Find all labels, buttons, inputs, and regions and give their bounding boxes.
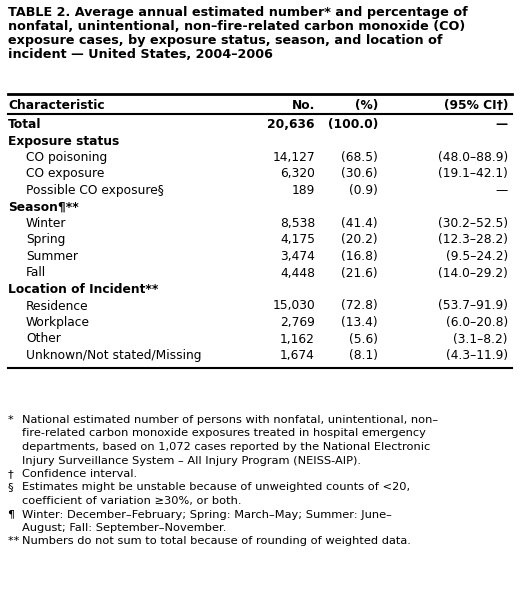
Text: (4.3–11.9): (4.3–11.9) bbox=[446, 349, 508, 362]
Text: Season¶**: Season¶** bbox=[8, 201, 79, 213]
Text: —: — bbox=[496, 184, 508, 197]
Text: (100.0): (100.0) bbox=[328, 118, 378, 131]
Text: ¶: ¶ bbox=[8, 510, 19, 519]
Text: (30.2–52.5): (30.2–52.5) bbox=[438, 217, 508, 230]
Text: (5.6): (5.6) bbox=[349, 333, 378, 345]
Text: Numbers do not sum to total because of rounding of weighted data.: Numbers do not sum to total because of r… bbox=[22, 536, 411, 547]
Text: (3.1–8.2): (3.1–8.2) bbox=[453, 333, 508, 345]
Text: 8,538: 8,538 bbox=[280, 217, 315, 230]
Text: **: ** bbox=[8, 536, 23, 547]
Text: National estimated number of persons with nonfatal, unintentional, non–: National estimated number of persons wit… bbox=[22, 415, 438, 425]
Text: Injury Surveillance System – All Injury Program (NEISS-AIP).: Injury Surveillance System – All Injury … bbox=[22, 455, 361, 466]
Text: incident — United States, 2004–2006: incident — United States, 2004–2006 bbox=[8, 48, 273, 61]
Text: Winter: Winter bbox=[26, 217, 67, 230]
Text: 20,636: 20,636 bbox=[267, 118, 315, 131]
Text: †: † bbox=[8, 469, 17, 479]
Text: 2,769: 2,769 bbox=[280, 316, 315, 329]
Text: (8.1): (8.1) bbox=[349, 349, 378, 362]
Text: Possible CO exposure§: Possible CO exposure§ bbox=[26, 184, 164, 197]
Text: —: — bbox=[496, 118, 508, 131]
Text: (14.0–29.2): (14.0–29.2) bbox=[438, 266, 508, 280]
Text: Location of Incident**: Location of Incident** bbox=[8, 283, 159, 296]
Text: 4,175: 4,175 bbox=[280, 233, 315, 246]
Text: nonfatal, unintentional, non–fire-related carbon monoxide (CO): nonfatal, unintentional, non–fire-relate… bbox=[8, 20, 465, 33]
Text: (53.7–91.9): (53.7–91.9) bbox=[438, 300, 508, 313]
Text: 1,162: 1,162 bbox=[280, 333, 315, 345]
Text: 14,127: 14,127 bbox=[272, 151, 315, 164]
Text: 3,474: 3,474 bbox=[280, 250, 315, 263]
Text: (95% CI†): (95% CI†) bbox=[444, 99, 508, 112]
Text: (%): (%) bbox=[355, 99, 378, 112]
Text: Exposure status: Exposure status bbox=[8, 134, 119, 148]
Text: Workplace: Workplace bbox=[26, 316, 90, 329]
Text: fire-related carbon monoxide exposures treated in hospital emergency: fire-related carbon monoxide exposures t… bbox=[22, 429, 426, 438]
Text: Unknown/Not stated/Missing: Unknown/Not stated/Missing bbox=[26, 349, 202, 362]
Text: exposure cases, by exposure status, season, and location of: exposure cases, by exposure status, seas… bbox=[8, 34, 443, 47]
Text: (0.9): (0.9) bbox=[349, 184, 378, 197]
Text: 15,030: 15,030 bbox=[272, 300, 315, 313]
Text: coefficient of variation ≥30%, or both.: coefficient of variation ≥30%, or both. bbox=[22, 496, 241, 506]
Text: August; Fall: September–November.: August; Fall: September–November. bbox=[22, 523, 226, 533]
Text: Residence: Residence bbox=[26, 300, 88, 313]
Text: (72.8): (72.8) bbox=[341, 300, 378, 313]
Text: §: § bbox=[8, 483, 17, 492]
Text: (68.5): (68.5) bbox=[341, 151, 378, 164]
Text: (16.8): (16.8) bbox=[341, 250, 378, 263]
Text: TABLE 2. Average annual estimated number* and percentage of: TABLE 2. Average annual estimated number… bbox=[8, 6, 468, 19]
Text: Total: Total bbox=[8, 118, 42, 131]
Text: (6.0–20.8): (6.0–20.8) bbox=[446, 316, 508, 329]
Text: (30.6): (30.6) bbox=[341, 167, 378, 181]
Text: Summer: Summer bbox=[26, 250, 78, 263]
Text: 189: 189 bbox=[292, 184, 315, 197]
Text: Characteristic: Characteristic bbox=[8, 99, 105, 112]
Text: (41.4): (41.4) bbox=[341, 217, 378, 230]
Text: departments, based on 1,072 cases reported by the National Electronic: departments, based on 1,072 cases report… bbox=[22, 442, 430, 452]
Text: (9.5–24.2): (9.5–24.2) bbox=[446, 250, 508, 263]
Text: No.: No. bbox=[292, 99, 315, 112]
Text: Fall: Fall bbox=[26, 266, 46, 280]
Text: (21.6): (21.6) bbox=[341, 266, 378, 280]
Text: Confidence interval.: Confidence interval. bbox=[22, 469, 137, 479]
Text: Estimates might be unstable because of unweighted counts of <20,: Estimates might be unstable because of u… bbox=[22, 483, 410, 492]
Text: *: * bbox=[8, 415, 17, 425]
Text: (13.4): (13.4) bbox=[341, 316, 378, 329]
Text: (12.3–28.2): (12.3–28.2) bbox=[438, 233, 508, 246]
Text: 1,674: 1,674 bbox=[280, 349, 315, 362]
Text: CO exposure: CO exposure bbox=[26, 167, 105, 181]
Text: CO poisoning: CO poisoning bbox=[26, 151, 107, 164]
Text: Spring: Spring bbox=[26, 233, 66, 246]
Text: 6,320: 6,320 bbox=[280, 167, 315, 181]
Text: Other: Other bbox=[26, 333, 61, 345]
Text: 4,448: 4,448 bbox=[280, 266, 315, 280]
Text: (48.0–88.9): (48.0–88.9) bbox=[438, 151, 508, 164]
Text: (20.2): (20.2) bbox=[341, 233, 378, 246]
Text: (19.1–42.1): (19.1–42.1) bbox=[438, 167, 508, 181]
Text: Winter: December–February; Spring: March–May; Summer: June–: Winter: December–February; Spring: March… bbox=[22, 510, 392, 519]
